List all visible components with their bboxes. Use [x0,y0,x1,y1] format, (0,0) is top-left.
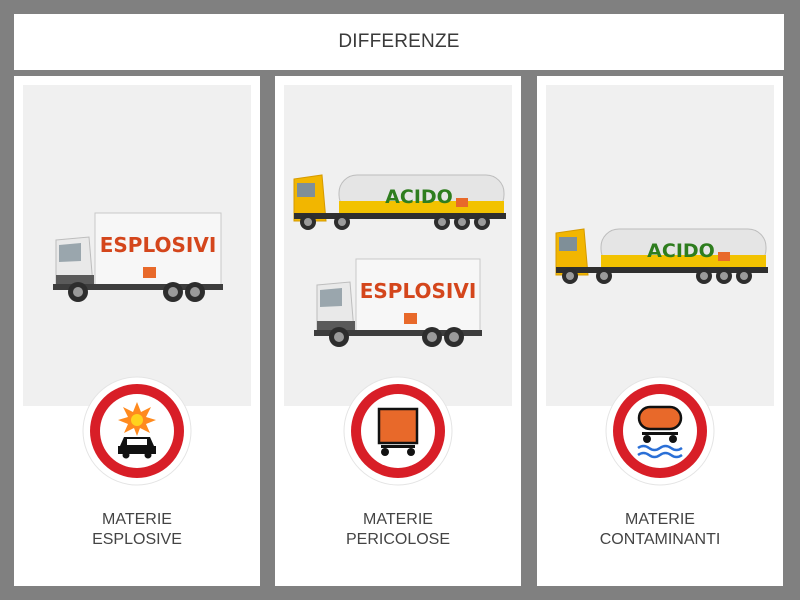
no-dangerous-goods-sign-icon [343,376,453,486]
box-truck-image: ESPLOSIVI [53,212,223,302]
tanker-text: ACIDO [385,186,453,208]
truck-image-box: ESPLOSIVI [23,85,251,406]
header-bar: DIFFERENZE [14,14,784,70]
card-label: MATERIE ESPLOSIVE [14,510,260,550]
card-dangerous: ACIDO ESPLOSIVI [275,76,521,586]
no-explosives-sign-icon [82,376,192,486]
truck-image-box: ACIDO ESPLOSIVI [284,85,512,406]
card-contaminants: ACIDO MATERIE CONTAMINANTI [537,76,783,586]
tanker-truck-image: ACIDO [555,228,768,284]
page-title: DIFFERENZE [338,31,460,52]
card-label: MATERIE CONTAMINANTI [537,510,783,550]
no-water-pollutants-sign-icon [605,376,715,486]
label-line-1: MATERIE [625,511,695,528]
label-line-2: ESPLOSIVE [92,531,182,548]
truck-box-text: ESPLOSIVI [100,233,217,257]
truck-box-text: ESPLOSIVI [360,279,477,303]
card-label: MATERIE PERICOLOSE [275,510,521,550]
label-line-2: CONTAMINANTI [599,531,721,548]
card-explosive: ESPLOSIVI MATERIE [14,76,260,586]
tanker-text: ACIDO [647,240,715,262]
truck-image-box: ACIDO [546,85,774,406]
trucks-image: ACIDO ESPLOSIVI [293,174,506,347]
label-line-1: MATERIE [363,511,433,528]
label-line-2: PERICOLOSE [345,531,451,548]
label-line-1: MATERIE [102,511,172,528]
